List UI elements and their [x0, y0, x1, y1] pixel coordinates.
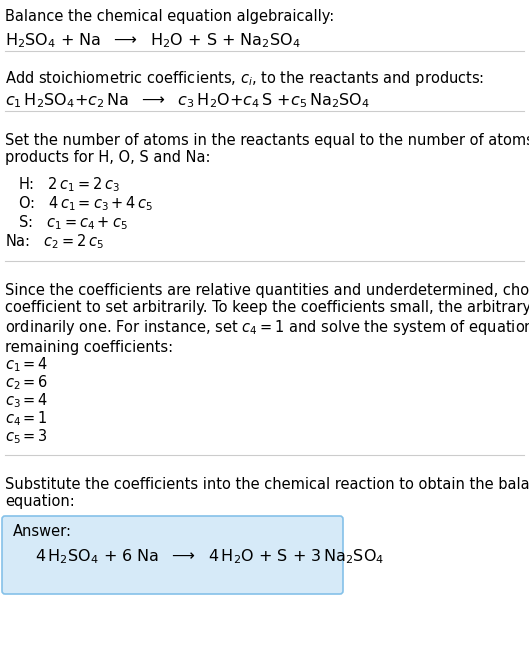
Text: $c_4 = 1$: $c_4 = 1$	[5, 409, 48, 428]
Text: Add stoichiometric coefficients, $c_i$, to the reactants and products:: Add stoichiometric coefficients, $c_i$, …	[5, 69, 484, 88]
FancyBboxPatch shape	[2, 516, 343, 594]
Text: $c_1\,\mathregular{H_2SO_4}$$ + c_2\,$Na  $\longrightarrow$  $c_3\,\mathregular{: $c_1\,\mathregular{H_2SO_4}$$ + c_2\,$Na…	[5, 91, 370, 110]
Text: O:   $4\,c_1 = c_3 + 4\,c_5$: O: $4\,c_1 = c_3 + 4\,c_5$	[18, 194, 153, 213]
Text: Since the coefficients are relative quantities and underdetermined, choose a
coe: Since the coefficients are relative quan…	[5, 283, 529, 355]
Text: $c_5 = 3$: $c_5 = 3$	[5, 427, 48, 446]
Text: $c_2 = 6$: $c_2 = 6$	[5, 373, 48, 391]
Text: H:   $2\,c_1 = 2\,c_3$: H: $2\,c_1 = 2\,c_3$	[18, 175, 120, 193]
Text: $c_1 = 4$: $c_1 = 4$	[5, 355, 48, 374]
Text: S:   $c_1 = c_4 + c_5$: S: $c_1 = c_4 + c_5$	[18, 213, 127, 232]
Text: Answer:: Answer:	[13, 524, 72, 539]
Text: Balance the chemical equation algebraically:: Balance the chemical equation algebraica…	[5, 9, 334, 24]
Text: $4\,\mathregular{H_2SO_4}$ + 6 Na  $\longrightarrow$  $4\,\mathregular{H_2O}$ + : $4\,\mathregular{H_2SO_4}$ + 6 Na $\long…	[35, 547, 384, 565]
Text: $c_3 = 4$: $c_3 = 4$	[5, 391, 48, 410]
Text: Set the number of atoms in the reactants equal to the number of atoms in the
pro: Set the number of atoms in the reactants…	[5, 133, 529, 166]
Text: Na:   $c_2 = 2\,c_5$: Na: $c_2 = 2\,c_5$	[5, 232, 104, 250]
Text: $\mathregular{H_2SO_4}$ + Na  $\longrightarrow$  $\mathregular{H_2O}$ + S + $\ma: $\mathregular{H_2SO_4}$ + Na $\longright…	[5, 31, 300, 50]
Text: Substitute the coefficients into the chemical reaction to obtain the balanced
eq: Substitute the coefficients into the che…	[5, 477, 529, 509]
